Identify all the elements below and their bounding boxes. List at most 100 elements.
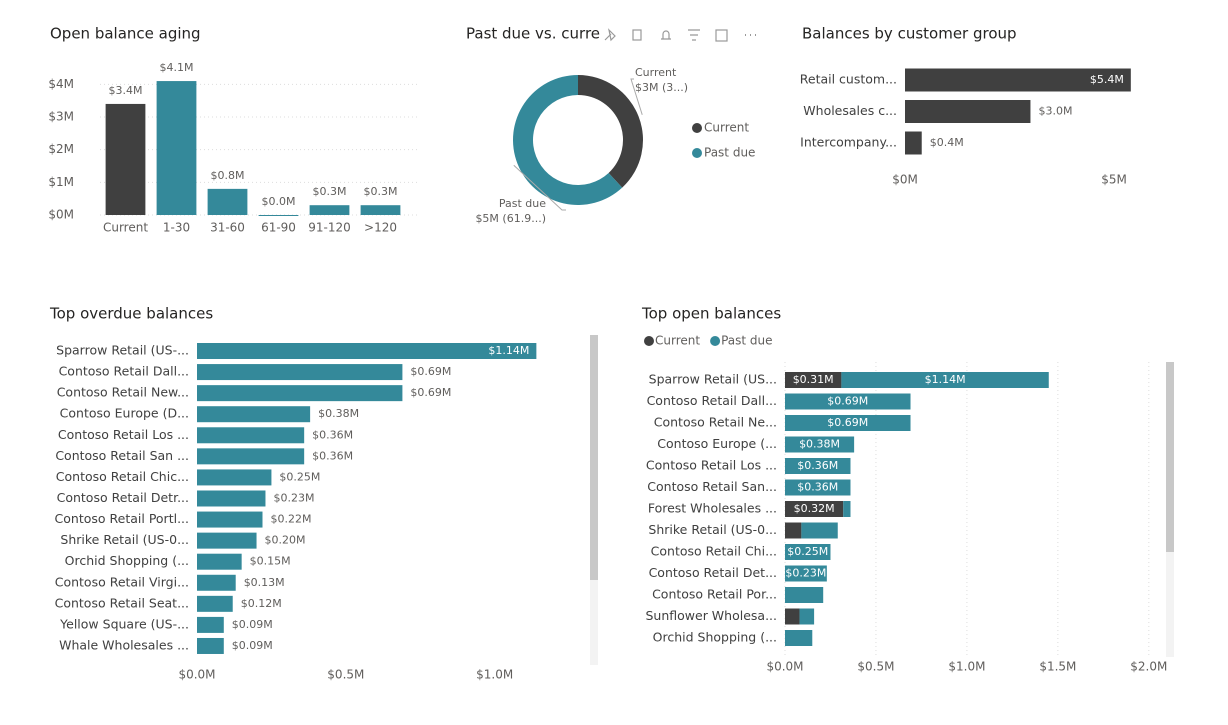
data-label: $1.14M <box>488 344 529 357</box>
slice-label: Past due <box>499 197 546 210</box>
x-tick-label: $2.0M <box>1130 660 1167 674</box>
x-tick-label: $1.0M <box>948 660 985 674</box>
data-label: $0.23M <box>273 491 314 504</box>
data-label: $0.13M <box>244 576 285 589</box>
focus-icon[interactable] <box>715 29 728 42</box>
data-label: $5.4M <box>1090 73 1124 86</box>
legend-label: Past due <box>721 334 772 348</box>
chart-title: Top overdue balances <box>49 305 213 323</box>
x-tick-label: $0M <box>892 173 918 187</box>
y-tick-label: Contoso Retail Virgi... <box>55 574 189 589</box>
bar-segment <box>785 630 813 646</box>
y-tick-label: Contoso Retail Ne... <box>654 415 777 430</box>
bar-segment <box>785 479 851 496</box>
data-label: $0.69M <box>410 386 451 399</box>
data-label: $0.69M <box>410 365 451 378</box>
y-tick-label: Orchid Shopping (... <box>653 630 777 645</box>
y-tick-label: Forest Wholesales ... <box>648 501 777 516</box>
y-tick-label: Contoso Retail Los ... <box>58 427 189 442</box>
y-tick-label: $3M <box>48 110 74 124</box>
data-label: $0.12M <box>241 597 282 610</box>
bar <box>197 595 233 612</box>
y-tick-label: Contoso Retail New... <box>57 385 189 400</box>
y-tick-label: Wholesales c... <box>803 103 897 118</box>
alert-icon[interactable] <box>661 30 671 40</box>
bar <box>197 469 272 486</box>
y-tick-label: Sparrow Retail (US-... <box>56 343 189 358</box>
x-tick-label: $0.5M <box>327 668 364 682</box>
bar <box>197 553 242 570</box>
slice-value-label: $5M (61.9...) <box>475 212 546 225</box>
y-tick-label: $2M <box>48 142 74 156</box>
data-label: $0.36M <box>797 459 838 472</box>
x-tick-label: $0.0M <box>178 668 215 682</box>
bar <box>197 406 311 423</box>
data-label: $0.69M <box>827 416 868 429</box>
pin-icon[interactable] <box>604 28 616 42</box>
scroll-thumb[interactable] <box>590 335 598 580</box>
x-tick-label: $1.0M <box>476 668 513 682</box>
y-tick-label: Contoso Retail Dall... <box>647 393 777 408</box>
x-tick-label: $0.5M <box>857 660 894 674</box>
data-label: $0.69M <box>827 395 868 408</box>
bar <box>905 68 1131 92</box>
bar-segment <box>785 501 844 517</box>
bar-segment <box>785 565 827 582</box>
data-label: $0.22M <box>270 513 311 526</box>
chart-title: Past due vs. current <box>466 25 616 43</box>
chart-title: Top open balances <box>641 305 781 323</box>
copy-icon[interactable] <box>632 29 642 41</box>
y-tick-label: Contoso Europe (D... <box>60 406 189 421</box>
bar <box>197 574 236 591</box>
data-label: $0.3M <box>313 185 347 198</box>
bar-segment <box>785 522 802 539</box>
y-tick-label: Intercompany... <box>800 135 897 150</box>
data-label: $0.8M <box>211 169 245 182</box>
bar-segment <box>785 544 831 560</box>
y-tick-label: Contoso Retail San ... <box>55 448 189 463</box>
x-tick-label: 61-90 <box>261 221 296 235</box>
bar-segment <box>785 587 824 603</box>
data-label: $1.14M <box>925 373 966 386</box>
legend-marker <box>644 336 654 346</box>
bar <box>360 205 401 215</box>
legend-label: Current <box>704 121 749 135</box>
donut-slice <box>578 74 644 188</box>
y-tick-label: Shrike Retail (US-0... <box>648 522 777 537</box>
scroll-thumb[interactable] <box>1166 362 1174 552</box>
x-tick-label: $0.0M <box>766 660 803 674</box>
chart-title: Balances by customer group <box>802 25 1017 43</box>
data-label: $3.0M <box>1038 105 1072 118</box>
y-tick-label: Yellow Square (US-... <box>59 616 189 631</box>
data-label: $0.09M <box>232 618 273 631</box>
bar <box>905 131 922 155</box>
y-tick-label: Contoso Retail Portl... <box>55 511 189 526</box>
y-tick-label: Contoso Retail Dall... <box>59 364 189 379</box>
y-tick-label: Contoso Retail Det... <box>649 565 777 580</box>
y-tick-label: Orchid Shopping (... <box>65 553 189 568</box>
bar <box>207 188 248 215</box>
data-label: $0.32M <box>794 502 835 515</box>
legend-marker <box>692 148 702 158</box>
y-tick-label: Retail custom... <box>800 72 897 87</box>
bar <box>197 637 224 654</box>
leader-line <box>513 164 566 211</box>
bar-segment <box>785 393 911 410</box>
data-label: $0.36M <box>797 481 838 494</box>
filter-icon[interactable] <box>688 29 700 41</box>
data-label: $4.1M <box>160 61 194 74</box>
x-tick-label: Current <box>103 221 148 235</box>
bar <box>197 343 537 359</box>
scrollbar[interactable] <box>590 335 1174 665</box>
bar-segment <box>785 608 800 625</box>
bar-segment <box>841 372 1049 388</box>
y-tick-label: Contoso Retail San... <box>647 479 777 494</box>
visual-toolbar[interactable] <box>604 28 756 42</box>
data-label: $0.38M <box>799 438 840 451</box>
data-label: $0.31M <box>793 373 834 386</box>
x-tick-label: 1-30 <box>163 221 190 235</box>
bar-segment <box>785 372 842 388</box>
bar <box>905 100 1031 123</box>
data-label: $0.09M <box>232 639 273 652</box>
